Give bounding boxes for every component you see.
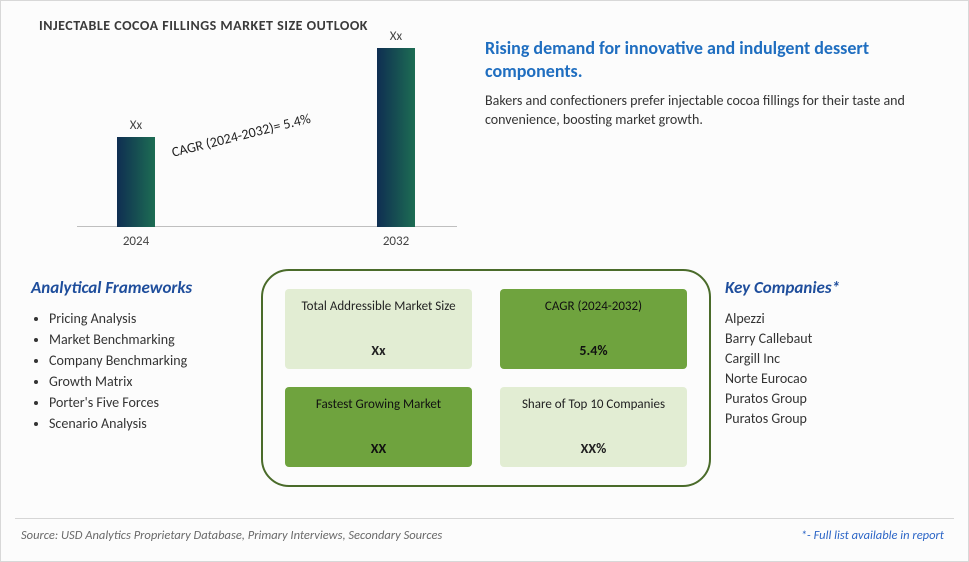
company-item: Cargill Inc <box>725 350 935 367</box>
page-title: INJECTABLE COCOA FILLINGS MARKET SIZE OU… <box>39 17 368 34</box>
chart-cagr-annotation: CAGR (2024-2032)= 5.4% <box>170 110 312 161</box>
footer-source: Source: USD Analytics Proprietary Databa… <box>21 528 442 543</box>
stats-card: Share of Top 10 Companies XX% <box>500 387 687 467</box>
key-companies: Key Companies* Alpezzi Barry Callebaut Car… <box>725 277 935 430</box>
stats-card-value: XX% <box>508 440 679 459</box>
stats-card-value: 5.4% <box>508 342 679 361</box>
frameworks-item: Growth Matrix <box>49 373 241 390</box>
chart-bar-2032 <box>377 48 415 227</box>
footer-divider <box>15 518 954 519</box>
frameworks-item: Pricing Analysis <box>49 310 241 327</box>
frameworks-list: Pricing Analysis Market Benchmarking Compa… <box>31 310 241 432</box>
stats-card-title: Fastest Growing Market <box>293 397 464 413</box>
chart-bar-2024 <box>117 137 155 227</box>
stats-card-value: Xx <box>293 342 464 361</box>
stats-card: Fastest Growing Market XX <box>285 387 472 467</box>
stats-card-title: Share of Top 10 Companies <box>508 397 679 413</box>
chart-bar-value-2024: Xx <box>130 118 142 133</box>
frameworks-item: Scenario Analysis <box>49 415 241 432</box>
stats-panel: Total Addressible Market Size Xx CAGR (202… <box>261 269 711 487</box>
companies-list: Alpezzi Barry Callebaut Cargill Inc Norte E… <box>725 310 935 427</box>
company-item: Norte Eurocao <box>725 370 935 387</box>
stats-card: CAGR (2024-2032) 5.4% <box>500 289 687 369</box>
chart-bar-year-2024: 2024 <box>123 234 149 249</box>
stats-card: Total Addressible Market Size Xx <box>285 289 472 369</box>
companies-heading: Key Companies* <box>725 277 935 298</box>
company-item: Puratos Group <box>725 390 935 407</box>
stats-card-value: XX <box>293 440 464 459</box>
frameworks-item: Market Benchmarking <box>49 331 241 348</box>
stats-card-title: Total Addressible Market Size <box>293 299 464 315</box>
frameworks-item: Company Benchmarking <box>49 352 241 369</box>
analytical-frameworks: Analytical Frameworks Pricing Analysis Ma… <box>31 277 241 436</box>
frameworks-item: Porter's Five Forces <box>49 394 241 411</box>
market-size-bar-chart: CAGR (2024-2032)= 5.4% Xx2024Xx2032 <box>77 39 457 249</box>
company-item: Barry Callebaut <box>725 330 935 347</box>
headline-title: Rising demand for innovative and indulge… <box>485 37 940 82</box>
company-item: Puratos Group <box>725 410 935 427</box>
chart-bar-value-2032: Xx <box>390 29 402 44</box>
company-item: Alpezzi <box>725 310 935 327</box>
headline-block: Rising demand for innovative and indulge… <box>485 37 940 130</box>
frameworks-heading: Analytical Frameworks <box>31 277 241 298</box>
chart-bar-year-2032: 2032 <box>383 234 409 249</box>
stats-card-title: CAGR (2024-2032) <box>508 299 679 315</box>
headline-body: Bakers and confectioners prefer injectab… <box>485 92 940 130</box>
footer-note: *- Full list available in report <box>801 528 944 543</box>
